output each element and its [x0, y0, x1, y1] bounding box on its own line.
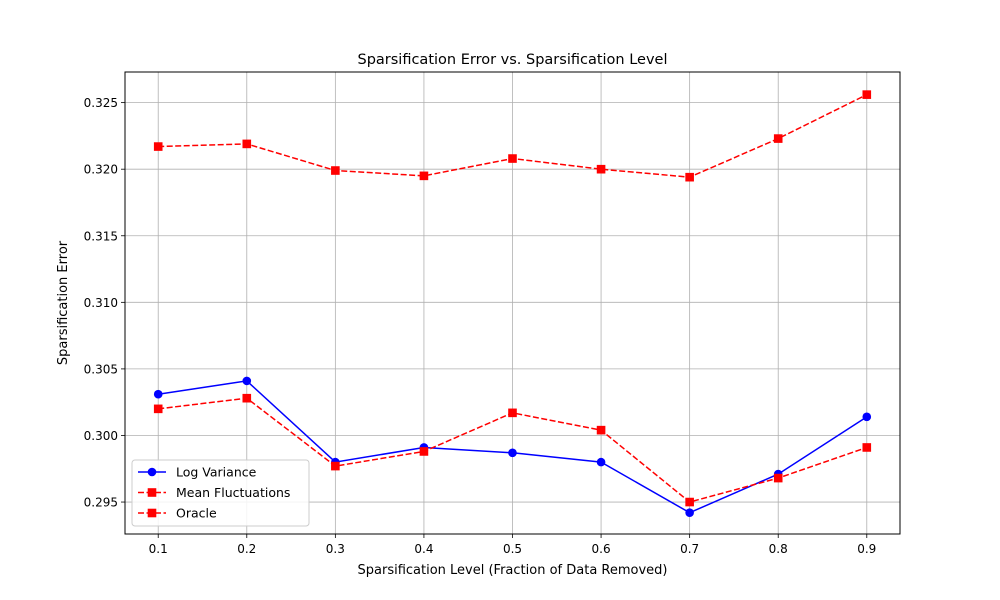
data-point — [685, 172, 694, 182]
data-point — [331, 461, 340, 471]
series-oracle — [153, 90, 872, 182]
legend-label: Mean Fluctuations — [176, 485, 290, 500]
y-tick-label: 0.315 — [84, 229, 118, 243]
plot-series — [153, 90, 872, 517]
legend-marker — [147, 508, 157, 518]
data-point — [419, 447, 429, 456]
legend: Log Variance Mean Fluctuations Oracle — [131, 459, 310, 527]
y-tick-label: 0.300 — [84, 429, 118, 443]
data-point — [153, 404, 163, 414]
y-tick-label: 0.295 — [84, 496, 118, 510]
data-point — [862, 412, 872, 422]
data-point — [331, 166, 340, 175]
legend-marker — [147, 467, 157, 477]
x-tick-label: 0.8 — [769, 542, 788, 556]
data-point — [242, 376, 252, 386]
axis-ticks: 0.1 0.2 0.3 0.4 0.5 0.6 0.7 0.8 0.9 0.295 0.300 0.3… — [84, 96, 877, 556]
y-tick-label: 0.305 — [84, 362, 118, 376]
data-point — [596, 457, 606, 467]
series-mean-fluctuations — [153, 393, 872, 507]
data-point — [862, 443, 872, 452]
legend-label: Log Variance — [176, 465, 257, 480]
data-point — [685, 508, 694, 517]
data-point — [419, 171, 429, 181]
data-point — [153, 389, 163, 399]
y-tick-label: 0.310 — [84, 296, 118, 310]
x-tick-label: 0.6 — [592, 542, 611, 556]
data-point — [685, 497, 694, 507]
legend-box — [131, 459, 310, 527]
legend-label: Oracle — [176, 506, 217, 521]
data-point — [862, 90, 872, 99]
data-point — [596, 164, 606, 174]
x-tick-label: 0.4 — [414, 542, 433, 556]
y-tick-label: 0.320 — [84, 163, 118, 177]
x-axis-label: Sparsification Level (Fraction of Data R… — [358, 563, 668, 578]
x-tick-label: 0.1 — [149, 542, 168, 556]
x-tick-label: 0.7 — [680, 542, 699, 556]
legend-marker — [147, 488, 157, 497]
x-tick-label: 0.9 — [857, 542, 876, 556]
data-point — [242, 139, 252, 149]
data-point — [508, 154, 517, 163]
data-point — [242, 393, 252, 403]
data-point — [773, 473, 783, 483]
chart-title: Sparsification Error vs. Sparsification … — [357, 52, 667, 68]
data-point — [153, 142, 163, 151]
x-tick-label: 0.3 — [326, 542, 345, 556]
x-tick-label: 0.5 — [503, 542, 522, 556]
data-point — [508, 448, 517, 458]
y-axis-label: Sparsification Error — [56, 240, 71, 365]
y-tick-label: 0.325 — [84, 96, 118, 110]
grid — [125, 72, 900, 534]
data-point — [508, 408, 517, 418]
data-point — [596, 425, 606, 435]
x-tick-label: 0.2 — [237, 542, 256, 556]
data-point — [773, 134, 783, 143]
